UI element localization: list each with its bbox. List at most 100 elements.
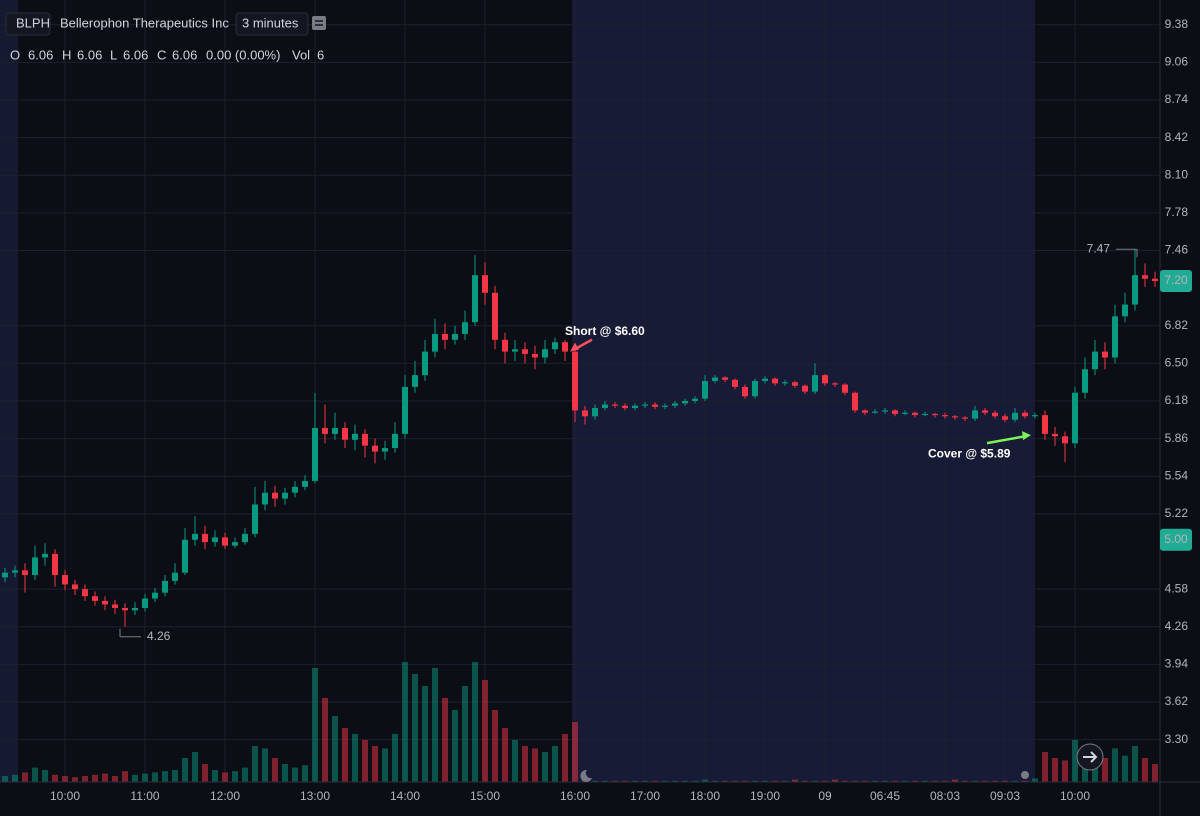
volume-bar	[282, 764, 288, 782]
volume-bar	[912, 780, 918, 782]
volume-bar	[822, 780, 828, 782]
grid	[0, 0, 1160, 782]
volume-bar	[2, 776, 8, 782]
candle-body	[952, 416, 958, 418]
candle-body	[1152, 278, 1158, 282]
candle-body	[792, 382, 798, 386]
candle-body	[322, 428, 328, 434]
y-tick-label: 6.18	[1165, 393, 1189, 407]
min-marker-label: 4.26	[147, 629, 171, 643]
volume-bar	[192, 752, 198, 782]
candle-body	[942, 415, 948, 417]
volume-bar	[52, 774, 58, 782]
candle-body	[72, 584, 78, 590]
candle-body	[812, 375, 818, 392]
cover-arrow-head	[1022, 431, 1031, 441]
moon-icon	[580, 769, 592, 782]
candle-body	[982, 410, 988, 413]
volume-bar	[242, 767, 248, 782]
volume-bar	[162, 771, 168, 782]
candle-body	[782, 382, 788, 384]
y-tick-label: 6.82	[1165, 318, 1189, 332]
volume-bar	[802, 780, 808, 782]
candle-body	[622, 405, 628, 409]
volume-bar	[932, 780, 938, 782]
x-tick-label: 06:45	[870, 789, 900, 803]
volume-bar	[1012, 780, 1018, 782]
candle-body	[642, 404, 648, 406]
candle-body	[992, 412, 998, 417]
volume-bar	[402, 662, 408, 782]
candle-body	[922, 413, 928, 416]
volume-bar	[832, 779, 838, 782]
candle-body	[172, 572, 178, 581]
candle-body	[522, 349, 528, 354]
candle-body	[842, 384, 848, 393]
candle-body	[962, 417, 968, 419]
volume-bar	[652, 780, 658, 782]
company-name: Bellerophon Therapeutics Inc	[60, 15, 229, 30]
volume-bar	[1072, 740, 1078, 782]
menu-icon[interactable]	[312, 16, 326, 30]
volume-bar	[142, 773, 148, 782]
candle-body	[1022, 412, 1028, 417]
change: 0.00 (0.00%)	[206, 47, 280, 62]
volume-bar	[732, 780, 738, 782]
symbol-box[interactable]	[5, 12, 51, 36]
candle-body	[772, 378, 778, 384]
candle-body	[562, 342, 568, 352]
volume-bar	[902, 780, 908, 782]
candle-body	[682, 400, 688, 404]
candle-body	[502, 339, 508, 352]
candle-body	[252, 504, 258, 534]
volume-bar	[1022, 780, 1028, 782]
volume-bar	[862, 780, 868, 782]
candle-body	[1062, 436, 1068, 444]
volume-bar	[952, 779, 958, 782]
y-tick-label: 8.74	[1165, 92, 1189, 106]
candle-body	[422, 351, 428, 376]
candle-body	[102, 600, 108, 605]
alert-price-label: 5.00	[1164, 532, 1188, 546]
y-tick-label: 5.54	[1165, 468, 1189, 482]
candle-body	[512, 349, 518, 352]
ohlc-value: 6.06	[28, 47, 53, 62]
volume-bar	[362, 740, 368, 782]
candle-body	[392, 433, 398, 449]
volume-bar	[112, 776, 118, 782]
volume-bar	[302, 765, 308, 782]
volume-bar	[942, 780, 948, 782]
volume-bar	[632, 780, 638, 782]
candle-body	[472, 275, 478, 323]
volume-bar	[122, 771, 128, 782]
volume-bar	[502, 728, 508, 782]
candle-body	[432, 333, 438, 352]
candle-body	[482, 275, 488, 293]
candle-body	[42, 553, 48, 558]
candle-body	[672, 403, 678, 406]
candle-body	[542, 349, 548, 358]
volume-bar	[892, 780, 898, 782]
volume-bar	[372, 746, 378, 782]
interval-box[interactable]	[235, 12, 309, 36]
candle-body	[292, 486, 298, 493]
volume-bar	[12, 774, 18, 782]
candle-body	[162, 580, 168, 593]
ohlc-value: 6.06	[172, 47, 197, 62]
candle-body	[652, 404, 658, 407]
ohlc-label: C	[157, 47, 166, 62]
candle-body	[302, 480, 308, 487]
candle-body	[192, 533, 198, 540]
candle-body	[122, 607, 128, 611]
volume-bar	[552, 746, 558, 782]
candle-body	[402, 386, 408, 434]
volume-bar	[742, 780, 748, 782]
x-tick-label: 08:03	[930, 789, 960, 803]
y-tick-label: 8.10	[1165, 167, 1189, 181]
candle-body	[52, 553, 58, 576]
volume-bar	[352, 734, 358, 782]
volume-bar	[422, 686, 428, 782]
candle-body	[492, 292, 498, 340]
volume-bar	[452, 710, 458, 782]
candle-body	[912, 412, 918, 416]
